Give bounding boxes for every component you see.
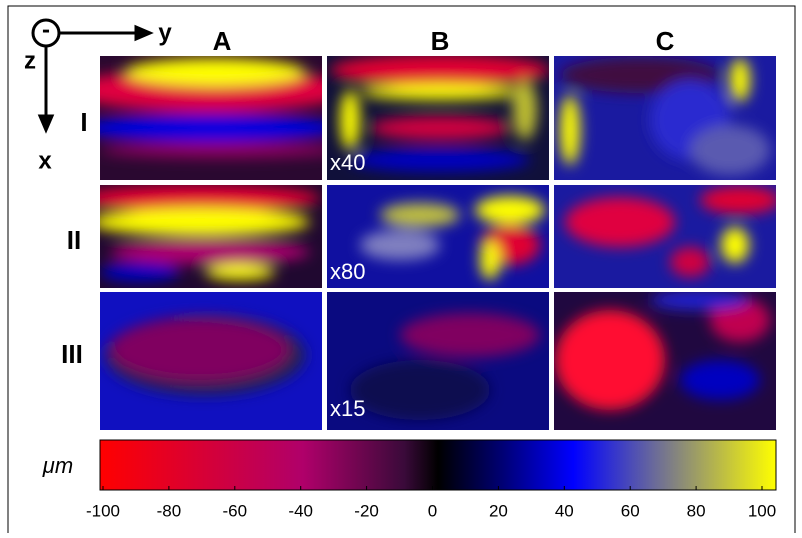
map-panel	[100, 185, 322, 288]
colorbar-tick-label: -40	[288, 501, 313, 520]
y-axis-label: y	[158, 19, 172, 46]
map-panel	[554, 56, 776, 180]
colorbar-tick-label: 60	[621, 501, 640, 520]
colorbar-tick-label: 80	[687, 501, 706, 520]
colorbar-tick-label: 100	[748, 501, 776, 520]
colorbar-ticks: -100 -80 -60 -40 -20 0 20 40 60 80 100	[86, 486, 776, 520]
row-label: III	[61, 339, 83, 369]
colorbar-tick-label: -60	[223, 501, 248, 520]
column-label: B	[431, 26, 450, 56]
multiplier: x15	[330, 396, 365, 421]
map-panel	[554, 292, 776, 430]
map-panel	[554, 185, 776, 288]
colorbar-tick-label: -100	[86, 501, 120, 520]
row-label: II	[67, 225, 81, 255]
colorbar-tick-label: 20	[489, 501, 508, 520]
colorbar	[99, 439, 777, 491]
column-label: A	[213, 26, 232, 56]
map-panel	[100, 292, 322, 430]
map-panel	[327, 56, 549, 180]
z-axis-label: z	[24, 47, 36, 74]
axes-icon	[31, 18, 154, 134]
map-panel	[327, 185, 549, 288]
column-label: C	[656, 26, 675, 56]
x-axis-label: x	[38, 147, 52, 174]
multiplier: x40	[330, 150, 365, 175]
frame	[7, 5, 796, 538]
row-label: I	[80, 107, 87, 137]
map-panel	[327, 292, 549, 430]
colorbar-tick-label: -20	[354, 501, 379, 520]
colorbar-label: μm	[42, 453, 73, 478]
out-of-plane-label: -	[42, 16, 50, 43]
colorbar-tick-label: -80	[157, 501, 182, 520]
colorbar-tick-label: 0	[428, 501, 437, 520]
multiplier: x80	[330, 259, 365, 284]
colorbar-tick-label: 40	[555, 501, 574, 520]
map-panel	[100, 56, 322, 180]
